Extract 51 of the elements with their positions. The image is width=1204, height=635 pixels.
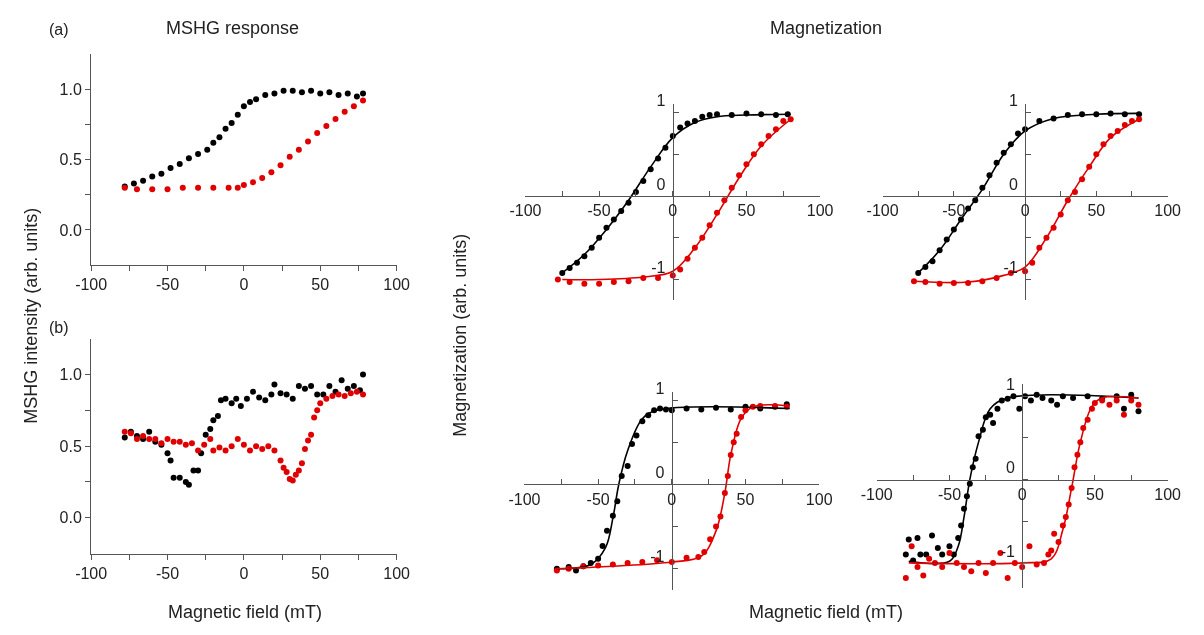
x-tick-label: 100: [806, 202, 834, 220]
y-tick-label: 0: [655, 464, 665, 482]
x-tick-label: 50: [737, 202, 756, 220]
x-axis-title: Magnetic field (mT): [168, 602, 323, 622]
y-tick-label: 1.0: [59, 366, 82, 384]
y-tick-label: 1: [655, 379, 665, 397]
x-tick-label: -50: [586, 490, 610, 508]
y-tick-label: 0.0: [59, 221, 82, 239]
x-tick-label: 50: [1085, 485, 1104, 503]
x-tick-label: -50: [587, 202, 611, 220]
y-tick-label: 1: [1005, 375, 1015, 393]
y-axis-title: Magnetization (arb. units): [450, 233, 471, 437]
x-tick-label: -50: [937, 485, 962, 503]
x-tick-label: 0: [239, 564, 249, 582]
y-tick-label: 0: [1005, 459, 1015, 477]
y-tick-label: 1.0: [59, 80, 82, 98]
x-tick-label: 50: [311, 564, 330, 582]
y-tick-label: 1: [1008, 92, 1018, 110]
x-tick-label: 100: [805, 490, 833, 508]
x-tick-label: -100: [860, 485, 893, 503]
x-tick-label: -100: [75, 276, 108, 294]
y-tick-label: 0: [656, 175, 666, 193]
y-tick-label: 0.5: [59, 437, 82, 455]
y-tick-label: -1: [651, 259, 666, 277]
x-tick-label: -50: [155, 564, 180, 582]
y-tick-label: -1: [1000, 542, 1015, 560]
x-tick-label: 50: [311, 276, 330, 294]
y-tick-label: 0.0: [59, 509, 82, 527]
x-tick-label: 50: [736, 490, 755, 508]
text: (b): [49, 319, 69, 336]
x-tick-label: 50: [1087, 202, 1106, 220]
y-tick-label: 0: [1008, 175, 1018, 193]
x-tick-label: -100: [509, 202, 542, 220]
x-tick-label: -50: [942, 202, 966, 220]
x-tick-label: -100: [866, 202, 899, 220]
y-tick-label: 0.5: [59, 151, 82, 169]
x-tick-label: 100: [1154, 202, 1182, 220]
x-tick-label: 100: [383, 564, 411, 582]
y-tick-label: -1: [650, 548, 665, 566]
chart-title: MSHG response: [166, 18, 300, 38]
x-tick-label: -50: [155, 276, 180, 294]
x-tick-label: 0: [239, 276, 249, 294]
x-tick-label: 100: [1154, 485, 1182, 503]
y-tick-label: 1: [656, 92, 666, 110]
x-tick-label: -100: [75, 564, 108, 582]
chart-title: Magnetization: [770, 18, 883, 38]
x-tick-label: 100: [383, 276, 411, 294]
text: (a): [49, 21, 69, 38]
x-tick-label: -100: [508, 490, 541, 508]
x-axis-title: Magnetic field (mT): [749, 602, 904, 622]
y-axis-title: MSHG intensity (arb. units): [21, 207, 42, 424]
